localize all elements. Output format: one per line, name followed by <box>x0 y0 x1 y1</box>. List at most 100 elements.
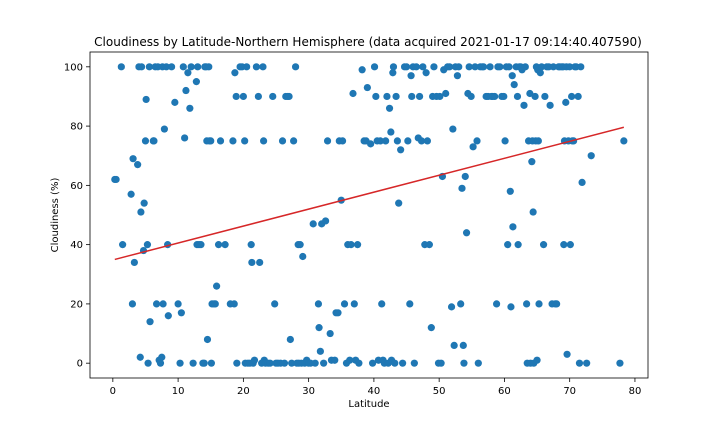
data-point <box>539 241 548 249</box>
data-point <box>347 241 355 249</box>
data-point <box>229 137 237 145</box>
data-point <box>112 175 120 184</box>
data-point <box>314 300 323 308</box>
data-point <box>290 137 298 145</box>
data-point <box>150 137 158 145</box>
x-axis-ticks: 0 10 20 30 40 50 60 70 80 <box>110 378 641 397</box>
data-point <box>404 137 412 145</box>
data-point <box>232 92 240 101</box>
data-point <box>419 63 427 71</box>
data-point <box>315 324 323 332</box>
data-point <box>546 101 554 109</box>
data-point <box>382 137 390 145</box>
data-point <box>143 241 152 249</box>
data-point <box>430 63 438 71</box>
data-point <box>587 152 595 160</box>
data-point <box>280 359 289 367</box>
data-point <box>286 335 294 344</box>
data-point <box>457 300 465 308</box>
data-point <box>186 104 194 112</box>
data-point <box>507 303 515 311</box>
data-point <box>311 359 319 367</box>
y-tick-label: 100 <box>64 62 83 73</box>
data-point <box>316 347 324 355</box>
data-point <box>526 89 534 98</box>
data-point <box>453 72 462 80</box>
data-point <box>117 63 125 71</box>
data-point <box>397 146 405 154</box>
y-tick-label: 20 <box>70 299 83 310</box>
x-axis-label: Latitude <box>348 399 389 410</box>
data-point <box>531 92 539 101</box>
x-tick-label: 0 <box>110 386 116 397</box>
data-point <box>158 353 166 361</box>
data-point <box>156 359 165 367</box>
data-point <box>187 63 195 71</box>
data-point <box>533 356 541 364</box>
data-point <box>184 69 192 77</box>
data-point <box>562 98 570 106</box>
data-point <box>392 92 400 101</box>
data-point <box>233 359 241 367</box>
x-tick-label: 10 <box>172 386 185 397</box>
data-point <box>541 92 549 101</box>
data-point <box>346 356 354 364</box>
data-point <box>417 137 426 145</box>
data-point <box>296 241 304 249</box>
data-point <box>358 66 366 74</box>
data-point <box>393 137 401 145</box>
x-tick-label: 40 <box>368 386 381 397</box>
data-point <box>134 161 142 169</box>
data-point <box>520 101 528 109</box>
plot-frame <box>89 51 649 379</box>
data-point <box>159 300 167 308</box>
data-point <box>176 359 184 367</box>
x-tick-label: 30 <box>302 386 315 397</box>
data-point <box>536 69 544 77</box>
data-point <box>128 300 137 308</box>
data-point <box>450 341 458 349</box>
data-point <box>278 137 287 145</box>
data-point <box>260 137 268 145</box>
y-tick-label: 0 <box>77 359 83 370</box>
data-point <box>383 92 391 101</box>
data-point <box>160 125 168 133</box>
data-point <box>583 359 591 367</box>
data-point <box>129 155 137 163</box>
data-point <box>207 359 215 367</box>
data-point <box>309 220 317 228</box>
data-point <box>181 134 189 142</box>
data-point <box>127 190 135 198</box>
data-point <box>486 63 494 71</box>
data-point <box>213 282 221 290</box>
data-point <box>410 359 418 367</box>
data-point <box>467 92 475 101</box>
data-point <box>231 69 239 77</box>
data-point <box>252 63 261 71</box>
data-point <box>207 137 215 145</box>
data-point <box>372 92 380 101</box>
data-point <box>566 241 574 249</box>
data-point <box>473 137 481 145</box>
data-point <box>254 92 262 101</box>
data-point <box>402 63 411 71</box>
data-point <box>248 258 256 267</box>
data-point <box>320 359 328 367</box>
data-point <box>349 89 357 98</box>
data-point <box>250 356 259 364</box>
y-tick-label: 80 <box>70 122 83 133</box>
data-point <box>367 140 375 148</box>
x-tick-label: 50 <box>433 386 446 397</box>
data-point <box>407 72 415 80</box>
data-point <box>446 63 454 71</box>
data-point <box>164 312 172 320</box>
data-point <box>230 300 238 308</box>
data-point <box>616 359 624 367</box>
data-point <box>504 241 512 249</box>
data-point <box>174 300 182 308</box>
data-point <box>535 300 543 308</box>
data-point <box>205 63 213 71</box>
chart-title: Cloudiness by Latitude-Northern Hemisphe… <box>94 35 642 49</box>
data-point <box>423 137 432 145</box>
data-point <box>355 359 363 367</box>
